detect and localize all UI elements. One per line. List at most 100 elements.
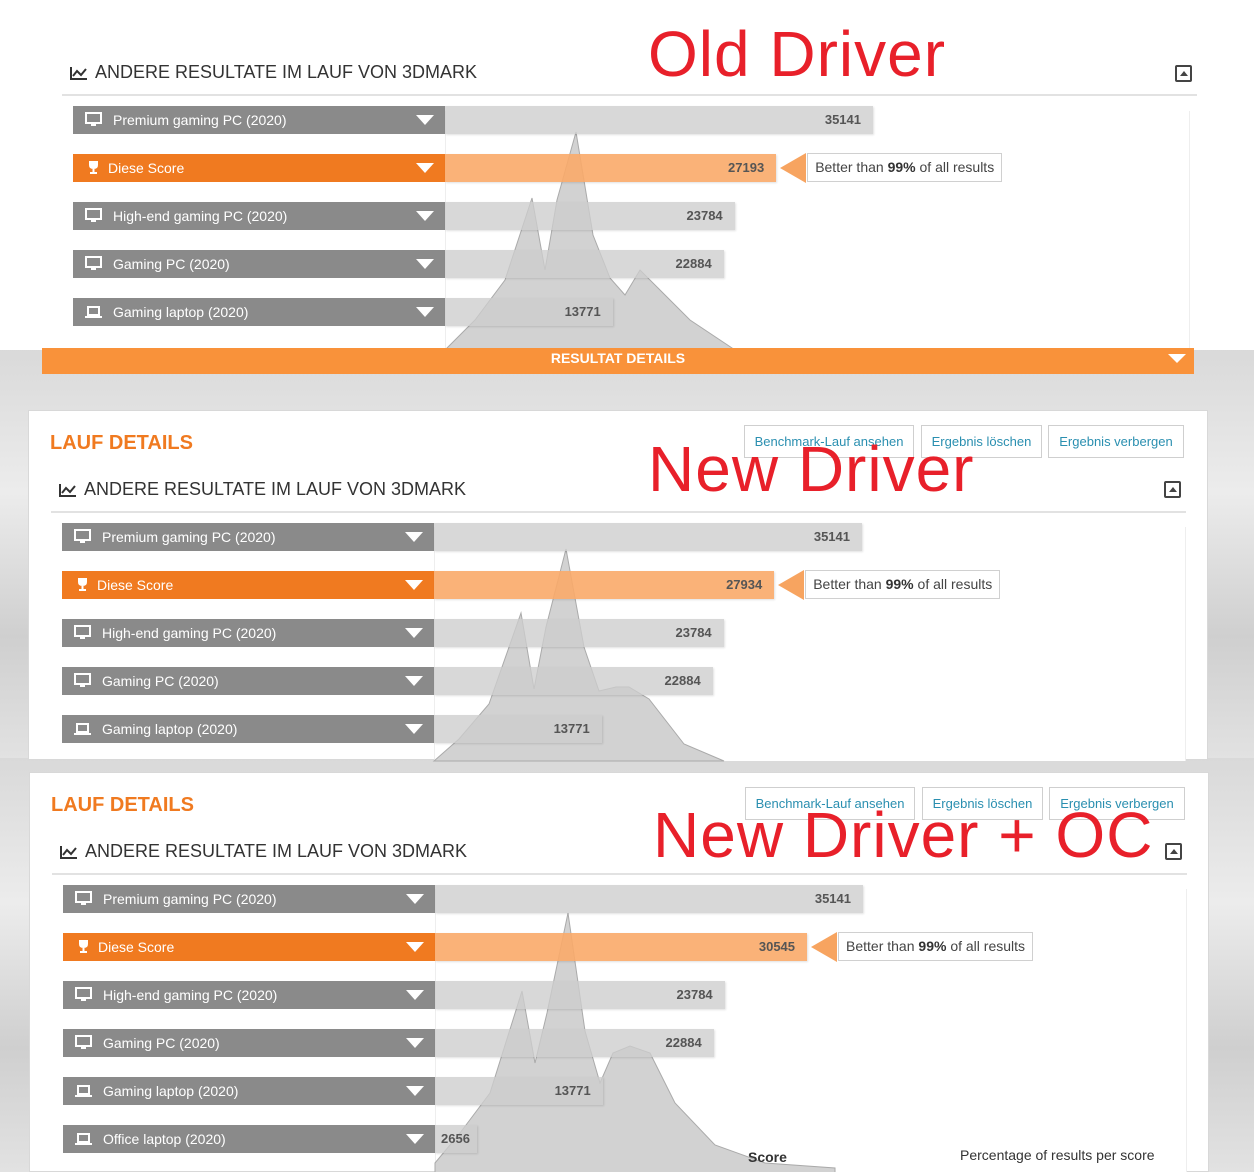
- row-label[interactable]: High-end gaming PC (2020): [63, 981, 435, 1009]
- tip-prefix: Better than: [813, 576, 882, 592]
- chevron-down-icon[interactable]: [406, 1038, 424, 1048]
- percentile-tooltip: Better than 99% of all results: [838, 932, 1034, 961]
- trophy-icon: [79, 940, 88, 953]
- row-label[interactable]: Premium gaming PC (2020): [73, 106, 445, 134]
- row-label[interactable]: High-end gaming PC (2020): [73, 202, 445, 230]
- chevron-down-icon[interactable]: [406, 942, 424, 952]
- lauf-details-title: LAUF DETAILS: [50, 432, 193, 454]
- new-driver-oc-label: New Driver + OC: [653, 799, 1154, 871]
- score-bar: [435, 885, 863, 913]
- row-label-text: Gaming PC (2020): [102, 673, 219, 689]
- row-label[interactable]: Premium gaming PC (2020): [63, 885, 435, 913]
- row-label-text: High-end gaming PC (2020): [113, 208, 288, 224]
- chevron-down-icon[interactable]: [406, 1134, 424, 1144]
- score-value: 22884: [665, 1035, 702, 1050]
- chevron-down-icon[interactable]: [406, 894, 424, 904]
- monitor-icon: [74, 529, 91, 543]
- row-label[interactable]: Diese Score: [63, 933, 435, 961]
- row-label-text: Office laptop (2020): [103, 1131, 226, 1147]
- score-value: 2656: [441, 1131, 470, 1146]
- header-title: ANDERE RESULTATE IM LAUF VON 3DMARK: [85, 841, 468, 861]
- score-bar: [434, 715, 602, 743]
- row-label-text: Gaming laptop (2020): [113, 304, 249, 320]
- hide-result-button[interactable]: Ergebnis verbergen: [1048, 425, 1184, 458]
- high-end-gaming-pc-row: High-end gaming PC (2020) 23784: [73, 202, 735, 230]
- laptop-icon: [75, 1085, 92, 1097]
- score-value: 22884: [664, 673, 701, 688]
- laptop-icon: [85, 306, 102, 318]
- view-benchmark-run-button[interactable]: Benchmark-Lauf ansehen: [745, 787, 915, 820]
- hide-result-button[interactable]: Ergebnis verbergen: [1049, 787, 1185, 820]
- row-label[interactable]: Gaming PC (2020): [63, 1029, 435, 1057]
- premium-gaming-pc-row: Premium gaming PC (2020) 35141: [63, 885, 863, 913]
- resultat-details-bar[interactable]: RESULTAT DETAILS: [42, 348, 1194, 374]
- row-label[interactable]: Diese Score: [62, 571, 434, 599]
- monitor-icon: [75, 891, 92, 905]
- row-label-text: Gaming PC (2020): [113, 256, 230, 272]
- chevron-down-icon[interactable]: [406, 990, 424, 1000]
- row-label-text: Premium gaming PC (2020): [113, 112, 287, 128]
- laptop-icon: [75, 1133, 92, 1145]
- chevron-down-icon[interactable]: [416, 211, 434, 221]
- row-label[interactable]: Gaming laptop (2020): [62, 715, 434, 743]
- header-title: ANDERE RESULTATE IM LAUF VON 3DMARK: [95, 62, 478, 82]
- row-label[interactable]: Gaming PC (2020): [73, 250, 445, 278]
- chevron-down-icon[interactable]: [416, 307, 434, 317]
- high-end-gaming-pc-row: High-end gaming PC (2020) 23784: [63, 981, 725, 1009]
- chevron-down-icon[interactable]: [416, 259, 434, 269]
- tip-suffix: of all results: [950, 938, 1026, 954]
- row-label[interactable]: Premium gaming PC (2020): [62, 523, 434, 551]
- row-label[interactable]: Gaming PC (2020): [62, 667, 434, 695]
- header-title: ANDERE RESULTATE IM LAUF VON 3DMARK: [84, 479, 467, 499]
- chevron-down-icon[interactable]: [405, 676, 423, 686]
- score-value: 13771: [564, 304, 601, 319]
- chevron-down-icon[interactable]: [416, 163, 434, 173]
- chevron-down-icon[interactable]: [405, 580, 423, 590]
- score-bar: [445, 202, 735, 230]
- row-label[interactable]: Office laptop (2020): [63, 1125, 435, 1153]
- row-label-text: Gaming PC (2020): [103, 1035, 220, 1051]
- collapse-button[interactable]: [1164, 481, 1181, 498]
- tip-suffix: of all results: [919, 159, 995, 175]
- row-label-text: High-end gaming PC (2020): [102, 625, 277, 641]
- monitor-icon: [74, 625, 91, 639]
- chevron-down-icon[interactable]: [405, 724, 423, 734]
- chevron-down-icon: [1168, 354, 1186, 363]
- score-value: 23784: [676, 987, 713, 1002]
- row-label-text: Diese Score: [98, 939, 175, 955]
- line-chart-icon: [59, 483, 76, 497]
- score-value: 23784: [686, 208, 723, 223]
- score-value: 23784: [675, 625, 712, 640]
- row-label[interactable]: Gaming laptop (2020): [73, 298, 445, 326]
- chevron-down-icon[interactable]: [416, 115, 434, 125]
- high-end-gaming-pc-row: High-end gaming PC (2020) 23784: [62, 619, 724, 647]
- row-label[interactable]: Diese Score: [73, 154, 445, 182]
- old-driver-panel: ANDERE RESULTATE IM LAUF VON 3DMARK Prem…: [0, 0, 1254, 374]
- office-laptop-row: Office laptop (2020) 2656: [63, 1125, 477, 1153]
- collapse-button[interactable]: [1165, 843, 1182, 860]
- score-value: 27934: [726, 577, 763, 592]
- view-benchmark-run-button[interactable]: Benchmark-Lauf ansehen: [744, 425, 914, 458]
- tip-percent: 99%: [885, 576, 914, 592]
- row-label-text: Diese Score: [97, 577, 174, 593]
- delete-result-button[interactable]: Ergebnis löschen: [921, 425, 1042, 458]
- score-bar: [445, 250, 724, 278]
- monitor-icon: [85, 256, 102, 270]
- chevron-down-icon[interactable]: [405, 532, 423, 542]
- chevron-down-icon[interactable]: [406, 1086, 424, 1096]
- this-score-row: Diese Score 30545: [63, 933, 808, 961]
- resultat-details-label: RESULTAT DETAILS: [550, 350, 686, 366]
- new-driver-panel: LAUF DETAILS Benchmark-Lauf ansehen Erge…: [28, 410, 1208, 762]
- collapse-button[interactable]: [1175, 65, 1192, 82]
- laptop-icon: [74, 723, 91, 735]
- new-driver-oc-panel: LAUF DETAILS Benchmark-Lauf ansehen Erge…: [29, 772, 1209, 1172]
- percentile-arrow: [780, 153, 807, 183]
- trophy-icon: [78, 578, 87, 591]
- monitor-icon: [85, 208, 102, 222]
- chevron-down-icon[interactable]: [405, 628, 423, 638]
- delete-result-button[interactable]: Ergebnis löschen: [922, 787, 1043, 820]
- tip-prefix: Better than: [846, 938, 915, 954]
- row-label[interactable]: High-end gaming PC (2020): [62, 619, 434, 647]
- row-label[interactable]: Gaming laptop (2020): [63, 1077, 435, 1105]
- new-results-header: ANDERE RESULTATE IM LAUF VON 3DMARK: [59, 479, 466, 500]
